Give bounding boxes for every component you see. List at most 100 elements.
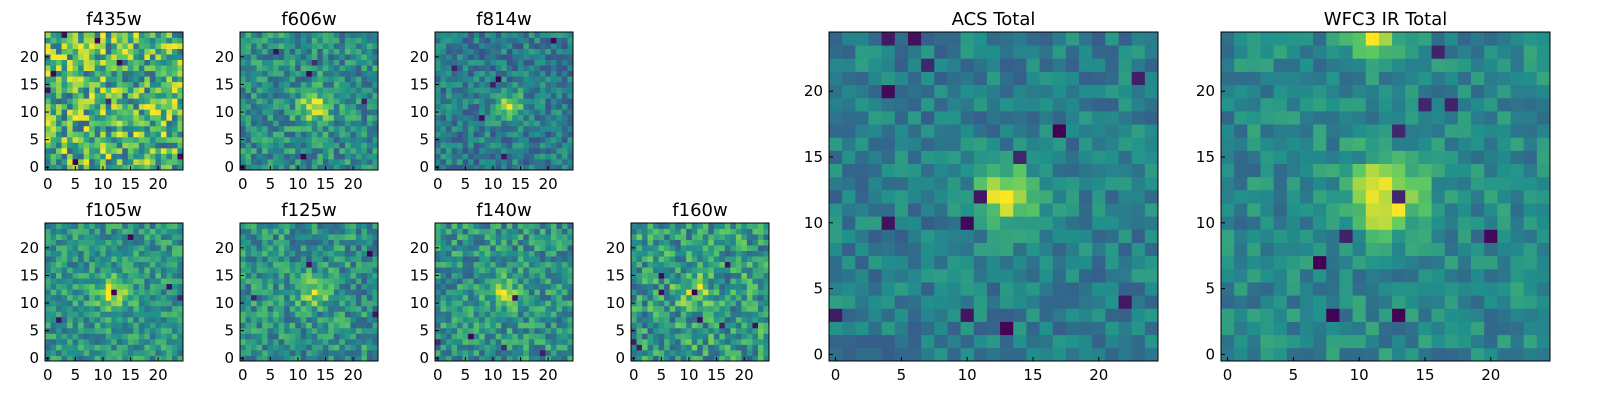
heatmap-cell (56, 333, 62, 340)
heatmap-cell (829, 268, 843, 283)
heatmap-cell (523, 92, 530, 99)
heatmap-cell (512, 87, 519, 94)
heatmap-cell (273, 316, 280, 323)
heatmap-cell (512, 76, 519, 83)
heatmap-cell (746, 327, 753, 334)
heatmap-cell (67, 43, 73, 49)
heatmap-cell (122, 158, 129, 165)
heatmap-cell (273, 311, 280, 318)
heatmap-cell (56, 136, 62, 143)
heatmap-cell (636, 294, 643, 301)
heatmap-cell (122, 322, 129, 329)
heatmap-cell (658, 349, 665, 356)
heatmap-cell (328, 322, 335, 329)
heatmap-cell (653, 250, 659, 257)
heatmap-cell (311, 158, 318, 165)
heatmap-cell (50, 245, 57, 251)
heatmap-cell (567, 70, 574, 77)
heatmap-cell (561, 120, 568, 127)
heatmap-cell (311, 305, 318, 312)
heatmap-cell (1026, 189, 1040, 204)
heatmap-cell (1065, 124, 1080, 138)
heatmap-cell (539, 300, 546, 307)
heatmap-cell (116, 322, 123, 329)
heatmap-cell (986, 242, 1001, 257)
heatmap-cell (72, 344, 79, 351)
heatmap-cell (350, 54, 357, 60)
heatmap-cell (440, 245, 447, 251)
heatmap-cell (56, 338, 62, 345)
heatmap-cell (295, 103, 302, 110)
heatmap-cell (160, 349, 167, 356)
heatmap-cell (322, 120, 329, 127)
heatmap-cell (440, 250, 447, 257)
heatmap-cell (171, 65, 178, 72)
heatmap-cell (72, 250, 79, 257)
heatmap-cell (177, 333, 184, 340)
heatmap-cell (1052, 295, 1067, 309)
heatmap-cell (56, 311, 62, 318)
heatmap-cell (501, 311, 508, 318)
heatmap-cell (757, 322, 764, 329)
heatmap-cell (719, 239, 726, 246)
heatmap-cell (251, 59, 257, 66)
heatmap-cell (501, 92, 508, 99)
heatmap-cell (240, 294, 246, 301)
heatmap-cell (149, 54, 156, 60)
heatmap-cell (78, 136, 85, 143)
heatmap-cell (267, 261, 274, 268)
heatmap-cell (50, 158, 57, 165)
heatmap-cell (56, 120, 62, 127)
heatmap-cell (457, 223, 463, 229)
heatmap-cell (133, 48, 140, 55)
heatmap-cell (534, 87, 541, 94)
heatmap-cell (67, 316, 73, 323)
heatmap-cell (642, 256, 648, 263)
heatmap-cell (350, 136, 357, 143)
heatmap-cell (468, 81, 475, 88)
heatmap-cell (642, 338, 648, 345)
heatmap-cell (300, 164, 307, 171)
heatmap-cell (256, 349, 263, 356)
heatmap-cell (72, 70, 79, 77)
heatmap-cell (490, 245, 497, 251)
heatmap-cell (501, 37, 508, 44)
heatmap-cell (111, 114, 118, 121)
heatmap-cell (567, 32, 574, 38)
heatmap-cell (741, 289, 748, 296)
heatmap-cell (72, 43, 79, 49)
heatmap-cell (306, 283, 313, 290)
heatmap-cell (702, 283, 709, 290)
heatmap-cell (149, 327, 156, 334)
heatmap-cell (127, 43, 134, 49)
heatmap-cell (245, 333, 252, 340)
heatmap-cell (256, 131, 263, 138)
heatmap-cell (56, 147, 62, 154)
heatmap-cell (462, 70, 469, 77)
heatmap-cell (495, 333, 502, 340)
heatmap-cell (289, 153, 296, 160)
heatmap-cell (495, 327, 502, 334)
heatmap-cell (534, 228, 541, 235)
heatmap-cell (67, 59, 73, 66)
heatmap-cell (127, 114, 134, 121)
heatmap-cell (155, 305, 162, 312)
heatmap-cell (512, 92, 519, 99)
heatmap-cell (675, 349, 682, 356)
heatmap-cell (344, 43, 351, 49)
heatmap-cell (122, 98, 129, 105)
heatmap-cell (907, 124, 922, 138)
heatmap-cell (556, 120, 563, 127)
heatmap-cell (1131, 255, 1146, 270)
heatmap-cell (534, 333, 541, 340)
heatmap-cell (1131, 295, 1146, 309)
heatmap-cell (300, 98, 307, 105)
heatmap-cell (490, 305, 497, 312)
heatmap-cell (105, 344, 112, 351)
heatmap-cell (545, 142, 552, 149)
heatmap-cell (763, 355, 770, 362)
heatmap-cell (534, 256, 541, 263)
heatmap-cell (355, 349, 362, 356)
heatmap-cell (116, 256, 123, 263)
heatmap-cell (177, 98, 184, 105)
